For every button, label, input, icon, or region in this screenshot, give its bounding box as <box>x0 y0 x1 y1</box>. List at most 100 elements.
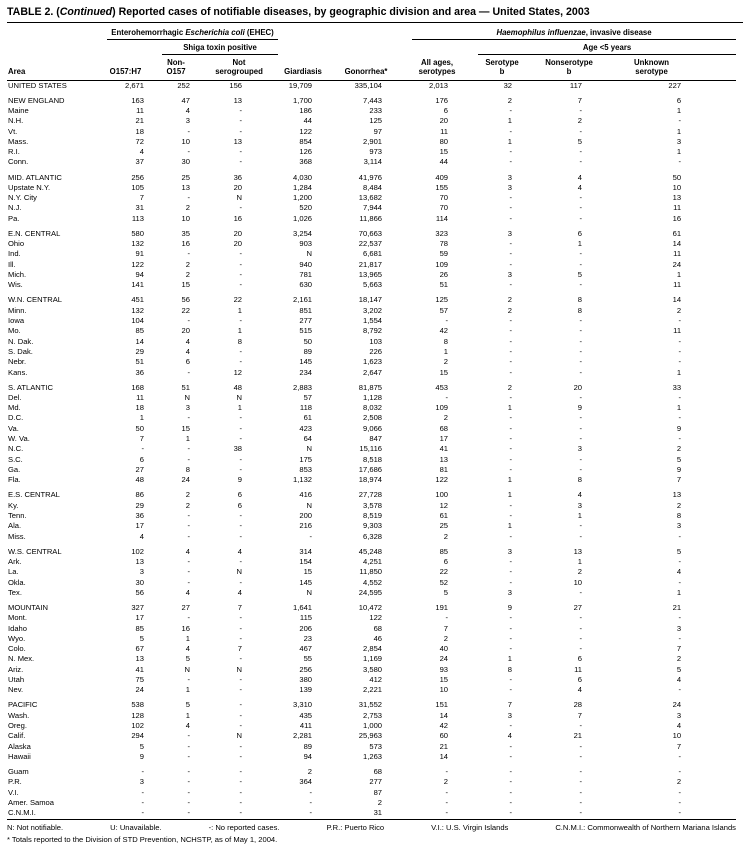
table-row: Miss. 4 - - - 6,328 2 - - - <box>7 532 736 542</box>
value-cell: 20 <box>233 228 243 238</box>
table-row: Minn. 132 22 1 851 3,202 57 2 8 2 <box>7 306 736 316</box>
value-cell: 9 <box>577 403 583 413</box>
value-cell: 1 <box>237 305 243 315</box>
value-cell: - <box>187 444 190 454</box>
table-row: W. Va. 7 1 - 64 847 17 - - - <box>7 434 736 444</box>
value-cell: 30 <box>135 577 144 587</box>
table-row: S.C. 6 - - 175 8,518 13 - - 5 <box>7 455 736 465</box>
value-cell: 411 <box>299 720 313 730</box>
value-cell: 451 <box>131 295 144 305</box>
value-cell: - <box>239 700 243 710</box>
table-row: Ark. 13 - - 154 4,251 6 - 1 - <box>7 557 736 567</box>
value-cell: - <box>509 741 513 751</box>
value-cell: 4,251 <box>363 556 383 566</box>
col-header-all-ages-serotypes: All ages, serotypes <box>412 54 479 81</box>
value-cell: - <box>445 613 449 623</box>
value-cell: 5 <box>676 664 682 674</box>
value-cell: - <box>579 213 583 223</box>
table-row: Del. 11 N N 57 1,128 - - - - <box>7 393 736 403</box>
value-cell: - <box>579 720 583 730</box>
value-cell: 1 <box>507 475 513 485</box>
value-cell: 2 <box>443 777 449 787</box>
value-cell: 1 <box>507 654 513 664</box>
value-cell: 1 <box>577 556 583 566</box>
area-cell: Calif. <box>8 731 26 741</box>
value-cell: 4 <box>139 531 144 541</box>
value-cell: - <box>239 423 243 433</box>
area-cell: N.Y. City <box>8 193 37 203</box>
value-cell: 20 <box>233 239 243 249</box>
value-cell: - <box>141 766 144 776</box>
value-cell: 1 <box>507 136 513 146</box>
value-cell: - <box>678 751 682 761</box>
table-row: Alaska 5 - - 89 573 21 - - 7 <box>7 742 736 752</box>
value-cell: 13 <box>439 454 449 464</box>
area-cell: Tex. <box>8 587 22 597</box>
table-row: N.Y. City 7 - N 1,200 13,682 70 - - 13 <box>7 193 736 203</box>
area-cell: Ala. <box>8 521 22 531</box>
value-cell: 2 <box>577 567 583 577</box>
value-cell: 70,663 <box>358 228 383 238</box>
value-cell: 122 <box>435 475 449 485</box>
value-cell: 10 <box>181 213 190 223</box>
value-cell: 6 <box>577 675 583 684</box>
value-cell: 91 <box>135 249 144 259</box>
value-cell: - <box>239 751 243 761</box>
value-cell: - <box>141 787 144 797</box>
table-row: N. Mex. 13 5 - 55 1,169 24 1 6 2 <box>7 654 736 664</box>
value-cell: 538 <box>131 700 144 710</box>
value-cell: 25 <box>181 172 190 182</box>
footnote-virgin-islands: V.I.: U.S. Virgin Islands <box>431 823 509 833</box>
value-cell: 22 <box>181 305 190 315</box>
value-cell: - <box>509 644 513 654</box>
value-cell: - <box>239 454 243 464</box>
value-cell: 3 <box>577 500 583 510</box>
area-cell: Ark. <box>8 556 22 566</box>
area-cell: Miss. <box>8 531 26 541</box>
value-cell: - <box>579 336 583 346</box>
area-cell: V.I. <box>8 787 19 797</box>
value-cell: 4 <box>237 546 243 556</box>
table-row: MID. ATLANTIC 256 25 36 4,030 41,976 409 3 4 50 <box>7 173 736 183</box>
value-cell: - <box>187 777 190 787</box>
value-cell: 176 <box>435 95 449 105</box>
value-cell: 7 <box>676 741 682 751</box>
value-cell: 277 <box>369 777 383 787</box>
value-cell: - <box>509 464 513 474</box>
value-cell: 72 <box>135 136 144 146</box>
table-row: Pa. 113 10 16 1,026 11,866 114 - - 16 <box>7 214 736 224</box>
area-cell: Iowa <box>8 316 25 326</box>
table-row: N.J. 31 2 - 520 7,944 70 - - 11 <box>7 203 736 213</box>
value-cell: 2,854 <box>363 644 383 654</box>
value-cell: 31 <box>135 203 144 213</box>
value-cell: 9 <box>507 602 513 612</box>
value-cell: 4 <box>185 720 190 730</box>
value-cell: 15 <box>303 567 313 577</box>
col-header-giardiasis: Giardiasis <box>278 54 341 81</box>
table-row: Ill. 122 2 - 940 21,817 109 - - 24 <box>7 260 736 270</box>
value-cell: 6 <box>237 490 243 500</box>
area-cell: Nebr. <box>8 357 27 367</box>
value-cell: - <box>445 797 449 807</box>
value-cell: 8 <box>577 475 583 485</box>
value-cell: 1 <box>185 685 190 695</box>
value-cell: 17 <box>135 521 144 531</box>
area-cell: Guam <box>8 766 29 776</box>
value-cell: 515 <box>299 326 313 336</box>
value-cell: 5 <box>139 741 144 751</box>
value-cell: - <box>579 787 583 797</box>
value-cell: 104 <box>131 316 144 326</box>
value-cell: 22 <box>439 567 449 577</box>
value-cell: 13 <box>135 654 144 664</box>
table-row: Conn. 37 30 - 368 3,114 44 - - - <box>7 157 736 167</box>
value-cell: 973 <box>369 147 383 157</box>
value-cell: 7,944 <box>363 203 383 213</box>
value-cell: 68 <box>373 623 383 633</box>
table-row: MOUNTAIN 327 27 7 1,641 10,472 191 9 27 21 <box>7 603 736 613</box>
value-cell: 44 <box>439 157 449 167</box>
value-cell: 256 <box>299 664 313 674</box>
table-row: S. ATLANTIC 168 51 48 2,883 81,875 453 2 20 33 <box>7 383 736 393</box>
value-cell: - <box>579 464 583 474</box>
value-cell: N <box>236 664 243 674</box>
value-cell: 1,132 <box>293 475 313 485</box>
